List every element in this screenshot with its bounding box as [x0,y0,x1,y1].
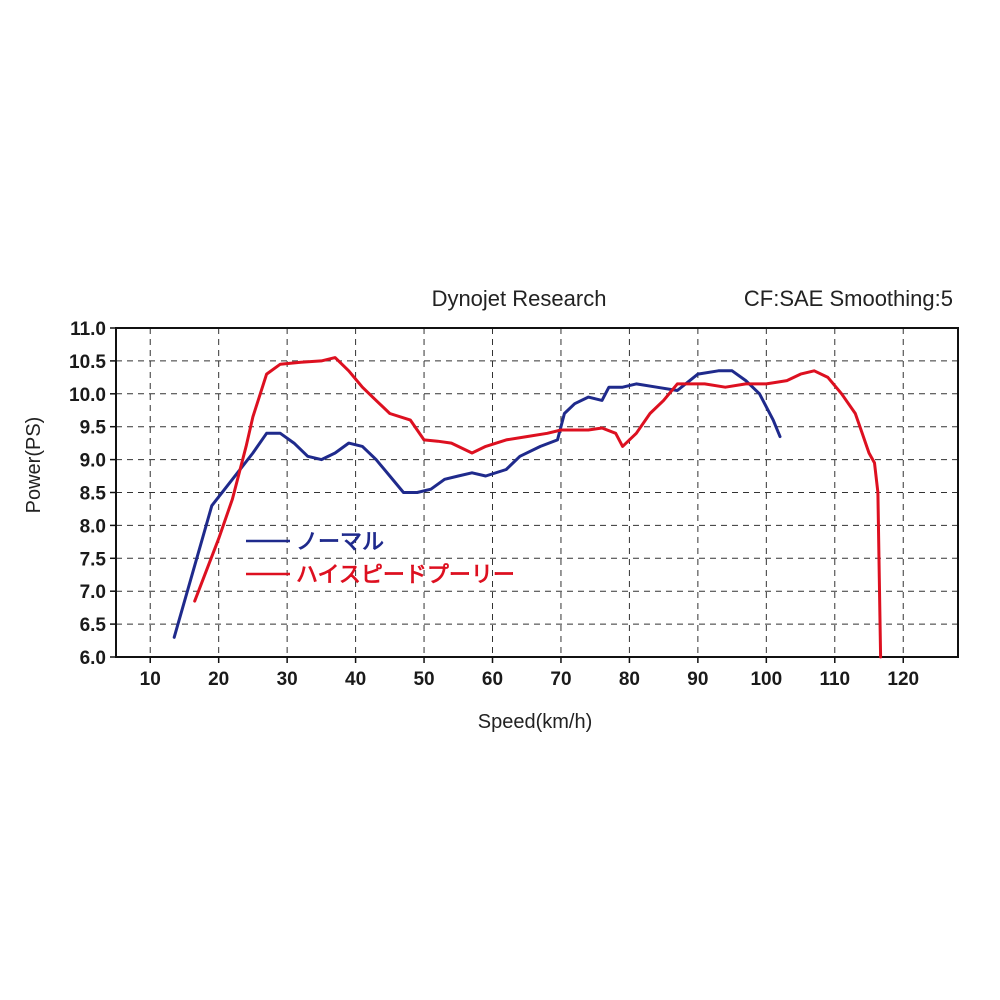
y-tick-label: 8.5 [80,484,107,505]
x-tick-label: 70 [550,669,571,690]
y-tick-label: 9.0 [80,451,106,472]
y-tick-label: 10.0 [69,385,106,406]
grid-lines [116,328,958,657]
x-tick-label: 90 [687,669,708,690]
chart-header-right: CF:SAE Smoothing:5 [744,286,953,311]
series-line-normal [172,369,782,639]
x-tick-label: 40 [345,669,366,690]
y-tick-label: 7.0 [80,582,106,603]
y-tick-label: 7.5 [80,549,107,570]
y-tick-label: 11.0 [70,319,106,340]
x-tick-label: 60 [482,669,503,690]
y-tick-label: 6.0 [80,648,106,669]
x-tick-label: 30 [277,669,298,690]
y-tick-label: 6.5 [80,615,107,636]
x-tick-label: 110 [819,669,850,690]
y-tick-label: 10.5 [69,352,106,373]
y-tick-label: 8.0 [80,516,106,537]
x-axis-label: Speed(km/h) [478,711,593,733]
x-tick-label: 50 [413,669,434,690]
y-axis-ticks: 6.0 6.5 7.0 7.5 8.0 8.5 9.0 9.5 10.0 10.5 11.0 [69,319,116,669]
series-line-high-speed-pulley [193,356,883,659]
legend-label-high-speed-pulley: ハイスピードプーリー [296,563,515,588]
legend-label-normal: ノーマル [296,530,384,555]
x-tick-label: 80 [619,669,640,690]
x-tick-label: 10 [140,669,161,690]
x-axis-ticks: 10 20 30 40 50 60 70 80 90 100 110 120 [140,657,919,690]
legend: ノーマル ハイスピードプーリー [246,530,515,588]
x-tick-label: 100 [750,669,782,690]
chart-header-left: Dynojet Research [432,286,607,311]
x-tick-label: 120 [887,669,919,690]
series-lines [172,356,883,659]
x-tick-label: 20 [208,669,229,690]
y-axis-label: Power(PS) [23,417,45,514]
y-tick-label: 9.5 [80,418,107,439]
